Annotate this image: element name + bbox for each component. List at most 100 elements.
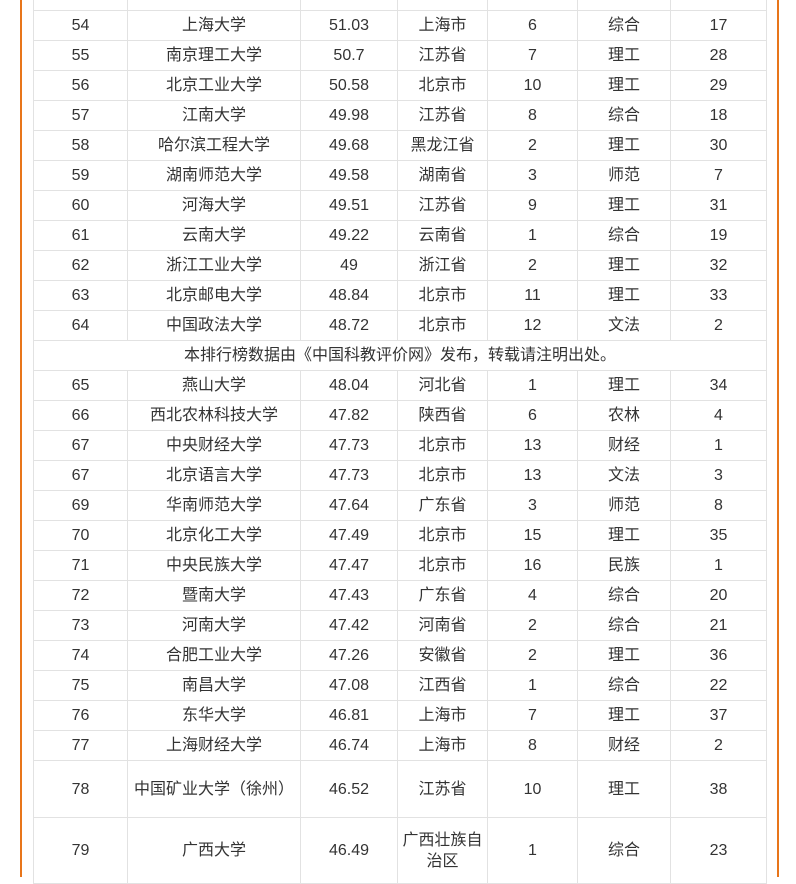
cell-category: 理工 xyxy=(577,520,671,551)
cell-university-name: 合肥工业大学 xyxy=(127,640,301,671)
cell-rank: 64 xyxy=(33,310,128,341)
table-row: 58 哈尔滨工程大学 49.68 黑龙江省 2 理工 30 xyxy=(33,130,767,161)
cell-university-name: 云南大学 xyxy=(127,220,301,251)
cell-category: 综合 xyxy=(577,10,671,41)
cell-score: 49.22 xyxy=(300,220,398,251)
cell-rank: 56 xyxy=(33,70,128,101)
cell-score: 47.47 xyxy=(300,550,398,581)
cell-province: 陕西省 xyxy=(397,400,488,431)
cell-rank: 65 xyxy=(33,370,128,401)
cell-rank-in-category: 22 xyxy=(670,670,767,701)
cell-university-name: 南昌大学 xyxy=(127,670,301,701)
table-row: 79 广西大学 46.49 广西壮族自治区 1 综合 23 xyxy=(33,817,767,884)
cell-university-name xyxy=(127,0,301,11)
ranking-table: 54 上海大学 51.03 上海市 6 综合 17 55 南京理工大学 50.7 江苏省 7 理工 28 5… xyxy=(33,0,767,884)
cell-university-name: 暨南大学 xyxy=(127,580,301,611)
table-row: 55 南京理工大学 50.7 江苏省 7 理工 28 xyxy=(33,40,767,71)
cell-rank-in-category: 4 xyxy=(670,400,767,431)
cell-category: 民族 xyxy=(577,550,671,581)
table-row: 72 暨南大学 47.43 广东省 4 综合 20 xyxy=(33,580,767,611)
cell-rank-in-category: 31 xyxy=(670,190,767,221)
table-row: 65 燕山大学 48.04 河北省 1 理工 34 xyxy=(33,370,767,401)
cell-category: 理工 xyxy=(577,700,671,731)
cell-rank-in-province: 15 xyxy=(487,520,578,551)
cell-rank: 58 xyxy=(33,130,128,161)
cell-rank: 61 xyxy=(33,220,128,251)
cell-rank-in-province: 13 xyxy=(487,460,578,491)
cell-rank-in-province: 1 xyxy=(487,670,578,701)
cell-category: 综合 xyxy=(577,100,671,131)
cell-university-name: 广西大学 xyxy=(127,817,301,884)
cell-province: 北京市 xyxy=(397,460,488,491)
cell-rank-in-category: 23 xyxy=(670,817,767,884)
cell-university-name: 华南师范大学 xyxy=(127,490,301,521)
cell-university-name: 中国政法大学 xyxy=(127,310,301,341)
cell-score: 51.03 xyxy=(300,10,398,41)
cell-rank: 73 xyxy=(33,610,128,641)
cell-category: 财经 xyxy=(577,730,671,761)
cell-category: 文法 xyxy=(577,310,671,341)
cell-score: 49.51 xyxy=(300,190,398,221)
cell-rank-in-category: 1 xyxy=(670,550,767,581)
cell-rank-in-category: 21 xyxy=(670,610,767,641)
cell-rank-in-category: 28 xyxy=(670,40,767,71)
cell-university-name: 湖南师范大学 xyxy=(127,160,301,191)
table-row: 67 北京语言大学 47.73 北京市 13 文法 3 xyxy=(33,460,767,491)
cell-rank: 77 xyxy=(33,730,128,761)
cell-score: 49.68 xyxy=(300,130,398,161)
cell-score: 47.42 xyxy=(300,610,398,641)
cell-rank-in-province: 2 xyxy=(487,610,578,641)
cell-rank-in-province: 8 xyxy=(487,730,578,761)
cell-province xyxy=(397,0,488,11)
cell-category: 理工 xyxy=(577,250,671,281)
cell-rank-in-category: 32 xyxy=(670,250,767,281)
cell-rank-in-province xyxy=(487,0,578,11)
table-row: 75 南昌大学 47.08 江西省 1 综合 22 xyxy=(33,670,767,701)
cell-category: 综合 xyxy=(577,670,671,701)
cell-province: 上海市 xyxy=(397,10,488,41)
cell-category: 理工 xyxy=(577,70,671,101)
table-row: 54 上海大学 51.03 上海市 6 综合 17 xyxy=(33,10,767,41)
table-row: 56 北京工业大学 50.58 北京市 10 理工 29 xyxy=(33,70,767,101)
cell-score: 47.64 xyxy=(300,490,398,521)
cell-university-name: 燕山大学 xyxy=(127,370,301,401)
cell-province: 广西壮族自治区 xyxy=(397,817,488,884)
cell-rank: 67 xyxy=(33,430,128,461)
cell-province: 上海市 xyxy=(397,730,488,761)
cell-rank-in-category: 19 xyxy=(670,220,767,251)
cell-score: 46.49 xyxy=(300,817,398,884)
cell-score: 47.82 xyxy=(300,400,398,431)
partial-clipped-row xyxy=(33,0,767,11)
cell-category: 农林 xyxy=(577,400,671,431)
cell-rank-in-province: 10 xyxy=(487,70,578,101)
cell-province: 湖南省 xyxy=(397,160,488,191)
cell-rank-in-province: 2 xyxy=(487,130,578,161)
cell-rank-in-category: 8 xyxy=(670,490,767,521)
cell-score: 47.08 xyxy=(300,670,398,701)
cell-rank-in-province: 7 xyxy=(487,40,578,71)
cell-university-name: 北京工业大学 xyxy=(127,70,301,101)
cell-score: 47.26 xyxy=(300,640,398,671)
cell-province: 安徽省 xyxy=(397,640,488,671)
cell-rank-in-province: 2 xyxy=(487,640,578,671)
cell-rank-in-province: 1 xyxy=(487,370,578,401)
cell-rank: 75 xyxy=(33,670,128,701)
cell-rank-in-category: 34 xyxy=(670,370,767,401)
cell-rank-in-province: 1 xyxy=(487,817,578,884)
table-row: 64 中国政法大学 48.72 北京市 12 文法 2 xyxy=(33,310,767,341)
cell-score: 47.43 xyxy=(300,580,398,611)
cell-province: 江西省 xyxy=(397,670,488,701)
cell-university-name: 北京语言大学 xyxy=(127,460,301,491)
table-row: 76 东华大学 46.81 上海市 7 理工 37 xyxy=(33,700,767,731)
cell-province: 江苏省 xyxy=(397,190,488,221)
cell-category: 理工 xyxy=(577,280,671,311)
cell-rank-in-category: 20 xyxy=(670,580,767,611)
cell-province: 云南省 xyxy=(397,220,488,251)
cell-rank: 72 xyxy=(33,580,128,611)
cell-university-name: 西北农林科技大学 xyxy=(127,400,301,431)
cell-rank-in-category: 29 xyxy=(670,70,767,101)
cell-rank: 69 xyxy=(33,490,128,521)
table-row: 66 西北农林科技大学 47.82 陕西省 6 农林 4 xyxy=(33,400,767,431)
cell-university-name: 南京理工大学 xyxy=(127,40,301,71)
cell-university-name: 北京邮电大学 xyxy=(127,280,301,311)
